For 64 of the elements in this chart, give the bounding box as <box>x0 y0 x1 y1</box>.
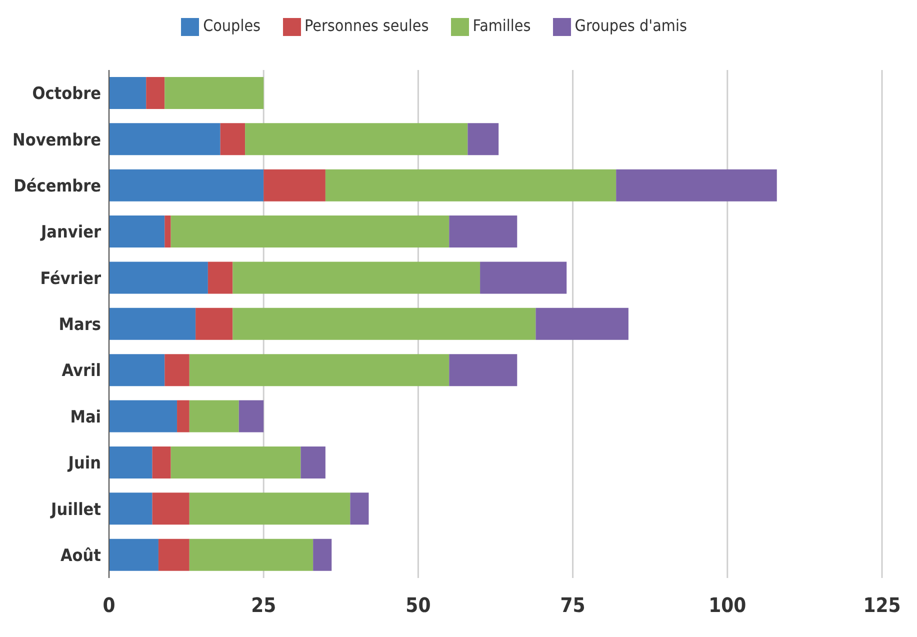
legend-label: Personnes seules <box>304 16 429 35</box>
bar <box>109 308 196 340</box>
bar <box>109 446 152 478</box>
bar <box>109 492 152 525</box>
bar <box>449 216 518 248</box>
y-tick-label: Octobre <box>32 84 101 104</box>
bar <box>109 216 165 248</box>
bar <box>238 400 264 432</box>
legend-label: Couples <box>203 16 261 35</box>
bar <box>170 216 450 248</box>
bar <box>152 446 171 478</box>
bar <box>189 492 350 525</box>
bar <box>158 538 190 571</box>
bar <box>152 492 190 525</box>
bar <box>325 169 616 202</box>
bar <box>189 538 314 571</box>
bar <box>177 400 190 432</box>
y-tick-label: Mai <box>70 407 101 428</box>
y-tick-label: Novembre <box>12 130 101 150</box>
bar <box>164 354 190 386</box>
bar <box>170 446 301 478</box>
y-tick-label: Décembre <box>14 176 101 196</box>
x-tick-label: 125 <box>863 593 901 618</box>
bar <box>109 169 264 202</box>
bar <box>164 216 171 248</box>
bar <box>536 308 628 340</box>
y-tick-label: Juin <box>67 454 101 474</box>
y-tick-label: Mars <box>58 315 101 336</box>
x-tick-label: 75 <box>560 593 586 618</box>
bar <box>109 538 158 571</box>
bar <box>616 169 777 202</box>
bar <box>189 354 450 386</box>
bar <box>468 123 499 156</box>
legend-label: Familles <box>472 16 531 35</box>
y-tick-label: Janvier <box>40 222 102 243</box>
y-tick-label: Juillet <box>50 500 101 520</box>
x-tick-label: 25 <box>251 593 276 618</box>
y-tick-label: Février <box>40 268 102 289</box>
bar <box>220 123 246 156</box>
bar <box>164 77 264 109</box>
bar <box>189 400 239 432</box>
bar <box>300 446 326 478</box>
x-tick-label: 0 <box>102 593 116 618</box>
bar <box>480 262 567 294</box>
bar <box>245 123 468 156</box>
y-tick-label: Avril <box>62 361 101 382</box>
bar <box>449 354 518 386</box>
bar <box>109 400 178 432</box>
bar <box>264 169 326 202</box>
bar <box>232 262 480 294</box>
x-tick-label: 50 <box>406 593 431 618</box>
bar <box>208 262 233 294</box>
bar <box>109 123 220 156</box>
bar <box>313 538 332 571</box>
legend-label: Groupes d'amis <box>574 16 687 35</box>
bar <box>146 77 165 109</box>
bar <box>196 308 233 340</box>
bar <box>109 77 146 109</box>
bar <box>232 308 536 340</box>
x-tick-label: 100 <box>708 593 746 618</box>
bar <box>350 492 369 525</box>
y-tick-label: Août <box>60 546 101 566</box>
bar <box>109 262 208 294</box>
bar <box>109 354 165 386</box>
